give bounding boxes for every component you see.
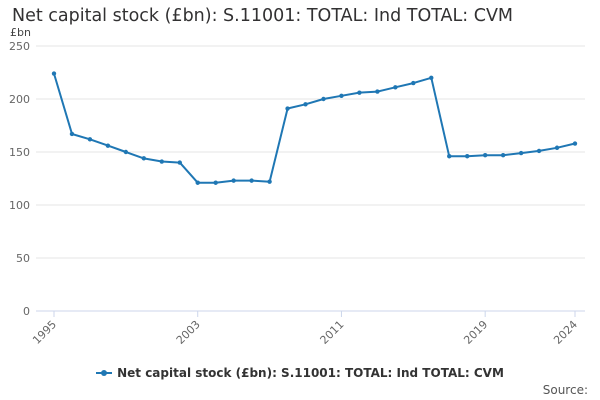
- x-axis-tick-labels: 1995 2003 2011 2019 2024: [30, 318, 580, 347]
- data-point[interactable]: [482, 152, 488, 158]
- data-point[interactable]: [267, 179, 272, 184]
- data-point[interactable]: [357, 90, 362, 95]
- data-point[interactable]: [554, 145, 560, 150]
- y-tick-label: 50: [16, 252, 30, 265]
- x-tick-label: 2003: [174, 318, 203, 347]
- data-point[interactable]: [572, 141, 578, 146]
- chart-title: Net capital stock (£bn): S.11001: TOTAL:…: [12, 6, 514, 26]
- data-point[interactable]: [123, 149, 129, 155]
- y-tick-label: 0: [23, 305, 30, 318]
- source-label: Source:: [542, 383, 588, 397]
- data-point[interactable]: [500, 152, 506, 158]
- data-point[interactable]: [51, 71, 57, 76]
- x-tick-label: 1995: [30, 318, 59, 347]
- data-point[interactable]: [285, 106, 290, 111]
- y-tick-label: 100: [9, 199, 30, 212]
- y-gridlines: [36, 45, 585, 259]
- data-point[interactable]: [518, 150, 524, 156]
- data-point[interactable]: [375, 89, 380, 94]
- data-point[interactable]: [141, 156, 147, 161]
- x-tick-label: 2019: [461, 318, 490, 347]
- data-point[interactable]: [231, 178, 236, 183]
- data-point[interactable]: [159, 159, 164, 164]
- data-point[interactable]: [69, 131, 75, 137]
- y-tick-label: 200: [9, 93, 30, 106]
- data-point[interactable]: [321, 96, 326, 102]
- data-point[interactable]: [213, 180, 218, 185]
- data-point[interactable]: [177, 160, 182, 165]
- data-point[interactable]: [195, 180, 200, 185]
- legend-series-swatch: [96, 369, 113, 376]
- x-tick-label: 2024: [551, 318, 580, 347]
- legend-series-label: Net capital stock (£bn): S.11001: TOTAL:…: [117, 366, 504, 380]
- data-point[interactable]: [429, 75, 434, 81]
- data-point[interactable]: [465, 154, 470, 159]
- data-point[interactable]: [447, 154, 452, 159]
- plot-area: [51, 71, 578, 185]
- data-point[interactable]: [339, 93, 344, 99]
- legend[interactable]: Net capital stock (£bn): S.11001: TOTAL:…: [0, 366, 600, 380]
- data-point[interactable]: [303, 102, 308, 107]
- y-axis-tick-labels: 0 50 100 150 200 250: [9, 40, 30, 318]
- x-axis: [36, 310, 585, 317]
- data-point[interactable]: [411, 80, 416, 86]
- x-tick-label: 2011: [318, 318, 347, 347]
- data-point[interactable]: [105, 143, 111, 148]
- y-tick-label: 250: [9, 40, 30, 53]
- y-tick-label: 150: [9, 146, 30, 159]
- data-point[interactable]: [536, 148, 542, 154]
- series-line: [53, 73, 576, 184]
- data-point[interactable]: [249, 178, 254, 183]
- data-point[interactable]: [393, 85, 398, 90]
- y-axis-unit-label: £bn: [10, 26, 31, 39]
- data-point[interactable]: [87, 137, 93, 142]
